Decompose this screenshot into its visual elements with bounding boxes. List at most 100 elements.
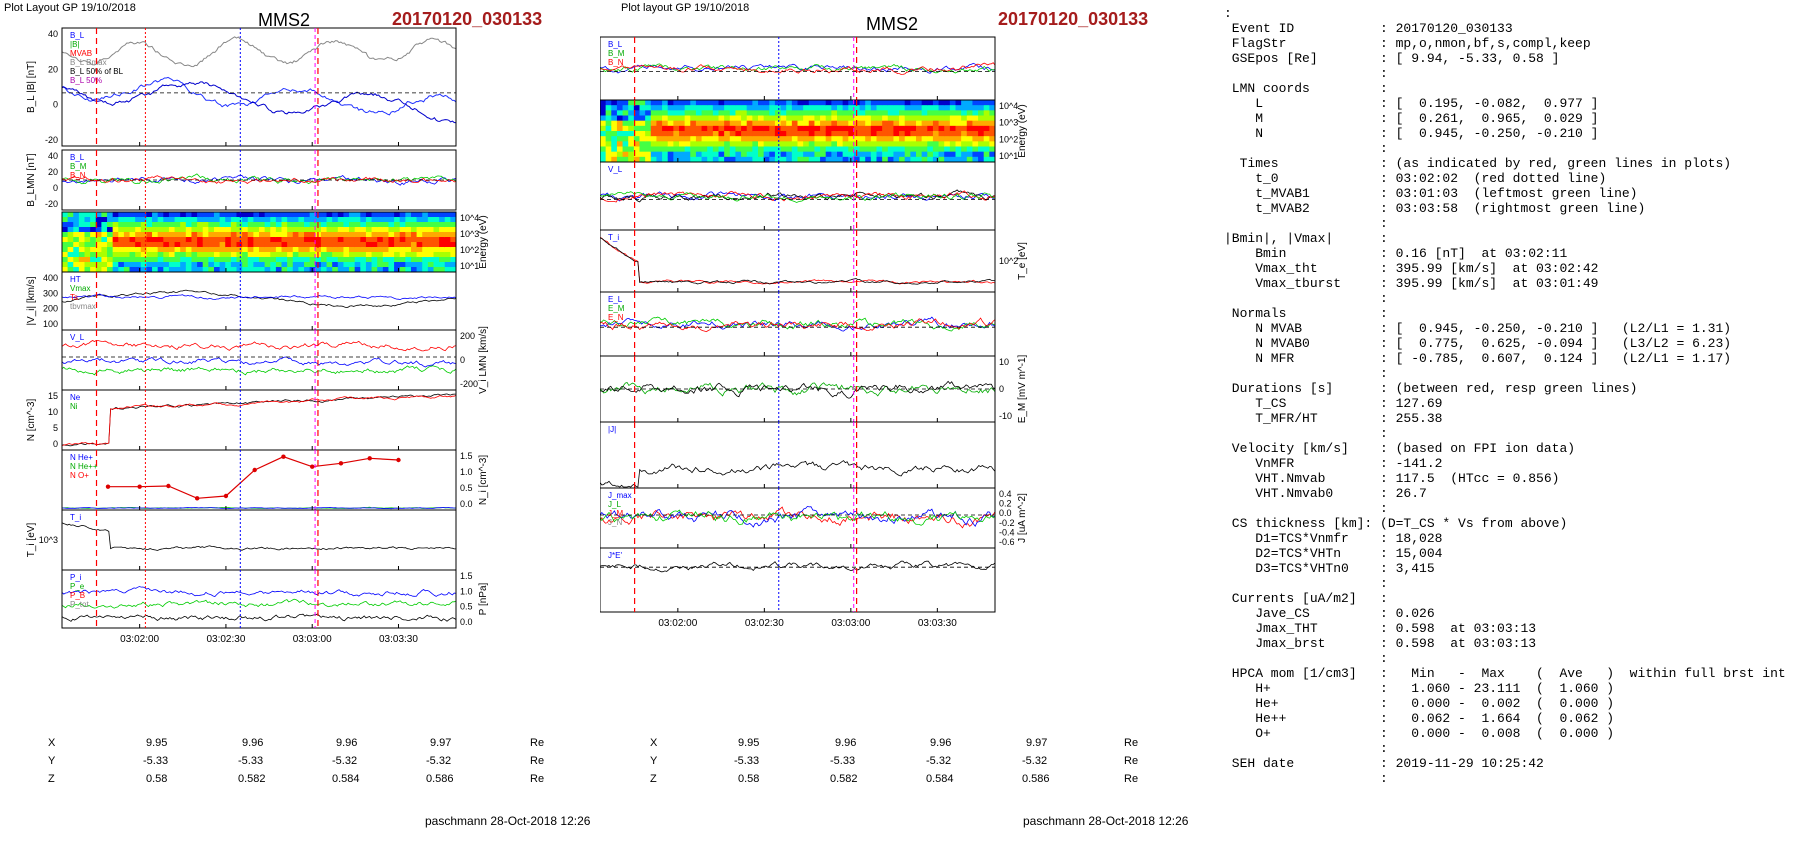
left-heatmap-cell [304, 232, 311, 238]
right-heatmap-cell [650, 146, 657, 153]
right-heatmap-cell [684, 136, 691, 142]
left-heatmap-cell [163, 217, 170, 223]
right-heatmap-cell [780, 131, 787, 137]
right-heatmap-cell [673, 131, 680, 137]
left-heatmap-cell [292, 237, 299, 243]
left-heatmap-cell [332, 227, 339, 233]
right-heatmap-cell [701, 131, 708, 137]
left-heatmap-cell [157, 267, 164, 273]
right-heatmap-cell [848, 105, 855, 111]
right-heatmap-cell [910, 131, 917, 137]
left-heatmap-cell [422, 232, 429, 238]
left-panel-5-ytick: 0 [460, 355, 465, 365]
left-heatmap-cell [213, 232, 221, 238]
left-panel-4-legend-item: tbvmax [70, 302, 96, 311]
right-heatmap-cell [955, 156, 962, 163]
right-panel-8-legend-item: J_max [608, 491, 632, 500]
left-heatmap-cell [157, 237, 164, 243]
left-heatmap-cell [168, 252, 176, 258]
left-panel-6-background [62, 390, 456, 450]
left-heatmap-cell [191, 247, 198, 253]
right-heatmap-cell [972, 100, 979, 106]
left-heatmap-cell [422, 257, 429, 263]
left-heatmap-cell [84, 227, 91, 233]
right-heatmap-cell [949, 100, 956, 106]
right-heatmap-cell [831, 156, 838, 163]
right-heatmap-cell [904, 105, 911, 111]
right-heatmap-cell [746, 156, 753, 163]
left-heatmap-cell [427, 222, 434, 228]
right-heatmap-cell [803, 136, 810, 142]
left-heatmap-cell [287, 232, 294, 238]
left-heatmap-cell [332, 217, 339, 223]
left-heatmap-cell [259, 267, 266, 273]
right-heatmap-cell [656, 141, 663, 147]
right-heatmap-cell [616, 146, 624, 153]
right-heatmap-cell [724, 115, 731, 122]
right-heatmap-cell [949, 110, 956, 116]
right-heatmap-cell [859, 105, 866, 111]
left-heatmap-cell [219, 212, 226, 218]
right-heatmap-cell [893, 136, 900, 142]
left-heatmap-cell [298, 217, 305, 223]
right-heatmap-cell [966, 146, 973, 153]
left-heatmap-cell [354, 257, 361, 263]
right-heatmap-cell [628, 105, 635, 111]
right-heatmap-cell [949, 141, 956, 147]
left-heatmap-cell [332, 262, 339, 268]
right-heatmap-cell [662, 146, 669, 153]
left-heatmap-cell [112, 262, 119, 268]
left-heatmap-cell [270, 257, 277, 263]
left-heatmap-cell [264, 252, 271, 258]
left-heatmap-cell [388, 257, 395, 263]
right-heatmap-cell [808, 110, 815, 116]
left-heatmap-cell [259, 257, 266, 263]
left-heatmap-cell [225, 232, 232, 238]
right-heatmap-cell [989, 131, 996, 137]
left-heatmap-cell [118, 232, 125, 238]
left-heatmap-cell [236, 247, 243, 253]
left-heatmap-cell [264, 222, 271, 228]
right-heatmap-cell [825, 110, 832, 116]
left-heatmap-cell [410, 222, 418, 228]
left-heatmap-cell [107, 222, 114, 228]
left-panel-2-ytick: 40 [48, 151, 58, 161]
right-heatmap-cell [927, 151, 934, 158]
right-heatmap-cell [927, 100, 934, 106]
right-heatmap-cell [769, 141, 776, 147]
left-heatmap-cell [382, 237, 389, 243]
left-heatmap-cell [298, 227, 305, 233]
left-heatmap-cell [360, 247, 367, 253]
left-heatmap-cell [264, 267, 271, 273]
left-heatmap-cell [444, 232, 451, 238]
right-heatmap-cell [662, 136, 669, 142]
left-heatmap-cell [326, 217, 333, 223]
right-heatmap-cell [673, 100, 680, 106]
left-heatmap-cell [388, 252, 395, 258]
left-heatmap-cell [208, 222, 215, 228]
left-heatmap-cell [287, 242, 294, 248]
right-heatmap-cell [803, 120, 810, 127]
right-heatmap-cell [712, 110, 719, 116]
left-heatmap-cell [433, 247, 440, 253]
right-panel-5-legend-item: E_L [608, 295, 623, 304]
left-heatmap-cell [62, 252, 69, 258]
right-heatmap-cell [639, 120, 646, 127]
right-heatmap-cell [825, 156, 832, 163]
left-heatmap-cell [84, 257, 91, 263]
right-heatmap-cell [831, 110, 838, 116]
left-heatmap-cell [168, 227, 176, 233]
right-heatmap-cell [949, 131, 956, 137]
left-heatmap-cell [236, 257, 243, 263]
left-heatmap-cell [225, 247, 232, 253]
left-heatmap-cell [191, 227, 198, 233]
left-heatmap-cell [129, 237, 136, 243]
right-panel-9-background [600, 548, 995, 612]
left-heatmap-cell [208, 262, 215, 268]
left-heatmap-cell [236, 227, 243, 233]
right-heatmap-cell [949, 136, 956, 142]
right-heatmap-cell [887, 131, 894, 137]
left-heatmap-cell [118, 262, 125, 268]
right-heatmap-cell [893, 100, 900, 106]
left-heatmap-cell [349, 227, 356, 233]
